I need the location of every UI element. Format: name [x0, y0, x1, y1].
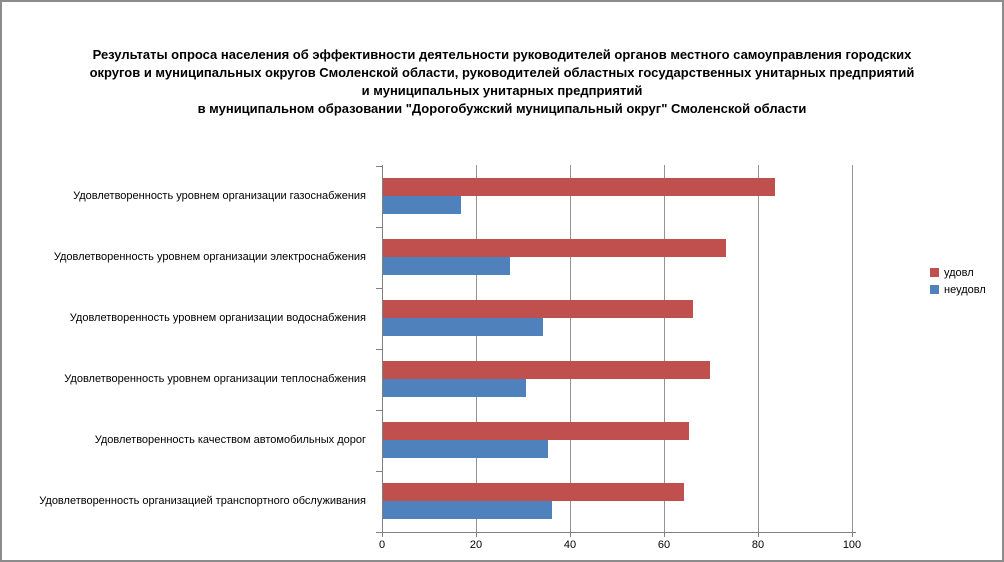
x-axis-tick-20	[476, 533, 477, 537]
bar-неудовл	[383, 257, 510, 275]
x-axis-tick-label-80: 80	[751, 539, 765, 551]
bar-неудовл	[383, 379, 527, 397]
bar-удовл	[383, 483, 684, 501]
gridline-x-40	[570, 165, 571, 532]
value-axis-line	[379, 532, 856, 533]
x-axis-tick-100	[852, 533, 853, 537]
gridline-x-60	[664, 165, 665, 532]
category-axis-tick	[376, 227, 382, 228]
category-axis-tick	[376, 471, 382, 472]
category-axis-tick	[376, 288, 382, 289]
legend-item-neudovl: неудовл	[930, 281, 986, 298]
category-axis-tick	[376, 410, 382, 411]
x-axis-tick-label-60: 60	[657, 539, 671, 551]
x-axis-tick-label-100: 100	[842, 539, 862, 551]
legend: удовл неудовл	[930, 264, 986, 298]
chart-title: Результаты опроса населения об эффективн…	[2, 46, 1002, 118]
gridline-x-20	[476, 165, 477, 532]
chart-title-line: Результаты опроса населения об эффективн…	[92, 47, 912, 62]
chart-title-line: округов и муниципальных округов Смоленск…	[89, 65, 915, 80]
x-axis-tick-40	[570, 533, 571, 537]
category-axis-tick	[376, 532, 382, 533]
bar-удовл	[383, 178, 776, 196]
category-label: Удовлетворенность уровнем организации во…	[69, 312, 366, 324]
legend-label-udovl: удовл	[944, 266, 974, 279]
bar-неудовл	[383, 318, 543, 336]
bar-удовл	[383, 361, 710, 379]
category-label: Удовлетворенность уровнем организации га…	[73, 190, 366, 202]
bar-неудовл	[383, 196, 461, 214]
x-axis-tick-label-40: 40	[563, 539, 577, 551]
category-axis-tick	[376, 349, 382, 350]
bar-удовл	[383, 422, 689, 440]
x-axis-tick-label-0: 0	[378, 539, 386, 551]
legend-label-neudovl: неудовл	[944, 283, 986, 296]
chart-title-line: и муниципальных унитарных предприятий	[361, 83, 643, 98]
x-axis-tick-label-20: 20	[469, 539, 483, 551]
bar-неудовл	[383, 440, 548, 458]
legend-item-udovl: удовл	[930, 264, 986, 281]
category-axis-tick	[376, 166, 382, 167]
category-axis-line	[382, 165, 383, 536]
x-axis-tick-60	[664, 533, 665, 537]
legend-swatch-neudovl	[930, 285, 939, 294]
category-label: Удовлетворенность уровнем организации эл…	[53, 251, 366, 263]
gridline-x-80	[758, 165, 759, 532]
bar-удовл	[383, 239, 727, 257]
chart-title-line: в муниципальном образовании "Дорогобужск…	[197, 101, 807, 116]
category-label: Удовлетворенность качеством автомобильны…	[94, 434, 366, 446]
category-label: Удовлетворенность организацией транспорт…	[39, 495, 366, 507]
legend-swatch-udovl	[930, 268, 939, 277]
bar-удовл	[383, 300, 694, 318]
x-axis-tick-80	[758, 533, 759, 537]
bar-неудовл	[383, 501, 553, 519]
gridline-x-100	[852, 165, 853, 532]
category-label: Удовлетворенность уровнем организации те…	[64, 373, 366, 385]
x-axis-tick-0	[382, 533, 383, 537]
